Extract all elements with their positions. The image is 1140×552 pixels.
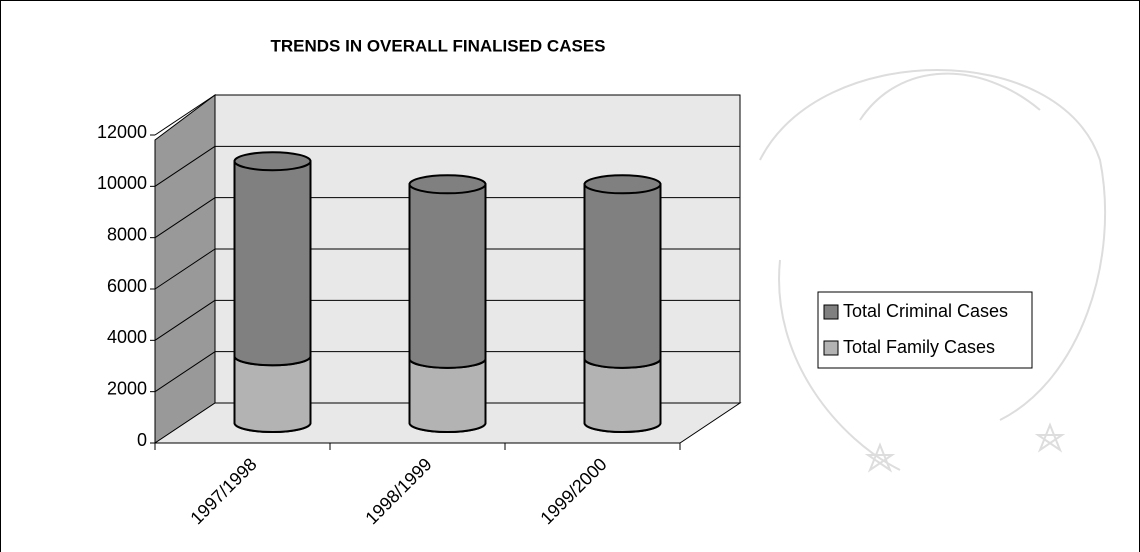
cylinder-segment	[233, 355, 312, 433]
grid-line	[154, 94, 216, 136]
grid-line	[154, 351, 216, 393]
legend-swatch	[823, 340, 839, 356]
grid-line	[154, 248, 216, 290]
y-tick-label: 8000	[107, 224, 147, 244]
cylinder-segment	[408, 183, 487, 369]
y-tick-label: 4000	[107, 327, 147, 347]
y-tick-label: 0	[137, 430, 147, 450]
y-tick-label: 2000	[107, 378, 147, 398]
legend-label: Total Criminal Cases	[843, 301, 1008, 321]
watermark-crest	[759, 69, 1107, 473]
grid-line	[154, 299, 216, 341]
legend-label: Total Family Cases	[843, 337, 995, 357]
grid-line	[154, 145, 216, 187]
cylinder-top	[583, 174, 662, 195]
grid-line	[154, 197, 216, 239]
legend-swatch	[823, 304, 839, 320]
legend	[817, 291, 1033, 369]
cylinder-segment	[583, 357, 662, 433]
y-tick-label: 12000	[97, 122, 147, 142]
cylinder-top	[233, 151, 312, 172]
cylinder-segment	[408, 357, 487, 433]
cylinder-top	[408, 174, 487, 195]
y-tick-label: 6000	[107, 276, 147, 296]
cylinder-segment	[583, 183, 662, 369]
y-tick-label: 10000	[97, 173, 147, 193]
chart-title: TRENDS IN OVERALL FINALISED CASES	[271, 36, 606, 55]
cylinder-segment	[233, 160, 312, 367]
